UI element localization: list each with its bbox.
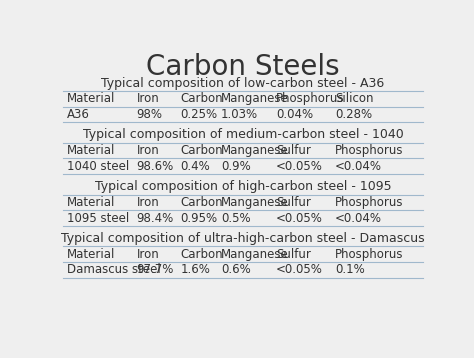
Text: Phosphorus: Phosphorus xyxy=(276,92,345,105)
Text: 0.95%: 0.95% xyxy=(181,212,218,225)
Text: Carbon Steels: Carbon Steels xyxy=(146,53,340,81)
Text: <0.04%: <0.04% xyxy=(335,160,382,173)
Text: Manganese: Manganese xyxy=(221,144,289,157)
Text: Phosphorus: Phosphorus xyxy=(335,144,403,157)
Text: Damascus steel: Damascus steel xyxy=(66,263,160,276)
Text: <0.04%: <0.04% xyxy=(335,212,382,225)
Text: Iron: Iron xyxy=(137,144,159,157)
Text: Typical composition of high-carbon steel - 1095: Typical composition of high-carbon steel… xyxy=(95,180,391,193)
Text: Carbon: Carbon xyxy=(181,196,223,209)
Text: 0.5%: 0.5% xyxy=(221,212,250,225)
Text: Iron: Iron xyxy=(137,248,159,261)
Text: <0.05%: <0.05% xyxy=(276,212,323,225)
Text: Carbon: Carbon xyxy=(181,248,223,261)
Text: Manganese: Manganese xyxy=(221,196,289,209)
Text: Typical composition of medium-carbon steel - 1040: Typical composition of medium-carbon ste… xyxy=(82,129,403,141)
Text: 0.1%: 0.1% xyxy=(335,263,365,276)
Text: 0.9%: 0.9% xyxy=(221,160,251,173)
Text: 1.6%: 1.6% xyxy=(181,263,210,276)
Text: Silicon: Silicon xyxy=(335,92,373,105)
Text: Material: Material xyxy=(66,248,115,261)
Text: Typical composition of low-carbon steel - A36: Typical composition of low-carbon steel … xyxy=(101,77,384,90)
Text: Sulfur: Sulfur xyxy=(276,248,311,261)
Text: Iron: Iron xyxy=(137,196,159,209)
Text: Carbon: Carbon xyxy=(181,144,223,157)
Text: 0.4%: 0.4% xyxy=(181,160,210,173)
Text: <0.05%: <0.05% xyxy=(276,160,323,173)
Text: 98.4%: 98.4% xyxy=(137,212,173,225)
Text: Manganese: Manganese xyxy=(221,92,289,105)
Text: 97.7%: 97.7% xyxy=(137,263,174,276)
Text: 0.04%: 0.04% xyxy=(276,108,313,121)
Text: Typical composition of ultra-high-carbon steel - Damascus: Typical composition of ultra-high-carbon… xyxy=(61,232,425,245)
Text: Material: Material xyxy=(66,196,115,209)
Text: 98%: 98% xyxy=(137,108,163,121)
Text: Carbon: Carbon xyxy=(181,92,223,105)
Text: Sulfur: Sulfur xyxy=(276,196,311,209)
Text: Material: Material xyxy=(66,92,115,105)
Text: 98.6%: 98.6% xyxy=(137,160,173,173)
Text: Material: Material xyxy=(66,144,115,157)
Text: 0.25%: 0.25% xyxy=(181,108,218,121)
Text: Manganese: Manganese xyxy=(221,248,289,261)
Text: 1040 steel: 1040 steel xyxy=(66,160,129,173)
Text: 0.6%: 0.6% xyxy=(221,263,251,276)
Text: 0.28%: 0.28% xyxy=(335,108,372,121)
Text: <0.05%: <0.05% xyxy=(276,263,323,276)
Text: Iron: Iron xyxy=(137,92,159,105)
Text: 1.03%: 1.03% xyxy=(221,108,258,121)
Text: Sulfur: Sulfur xyxy=(276,144,311,157)
Text: A36: A36 xyxy=(66,108,90,121)
Text: Phosphorus: Phosphorus xyxy=(335,196,403,209)
Text: Phosphorus: Phosphorus xyxy=(335,248,403,261)
Text: 1095 steel: 1095 steel xyxy=(66,212,129,225)
